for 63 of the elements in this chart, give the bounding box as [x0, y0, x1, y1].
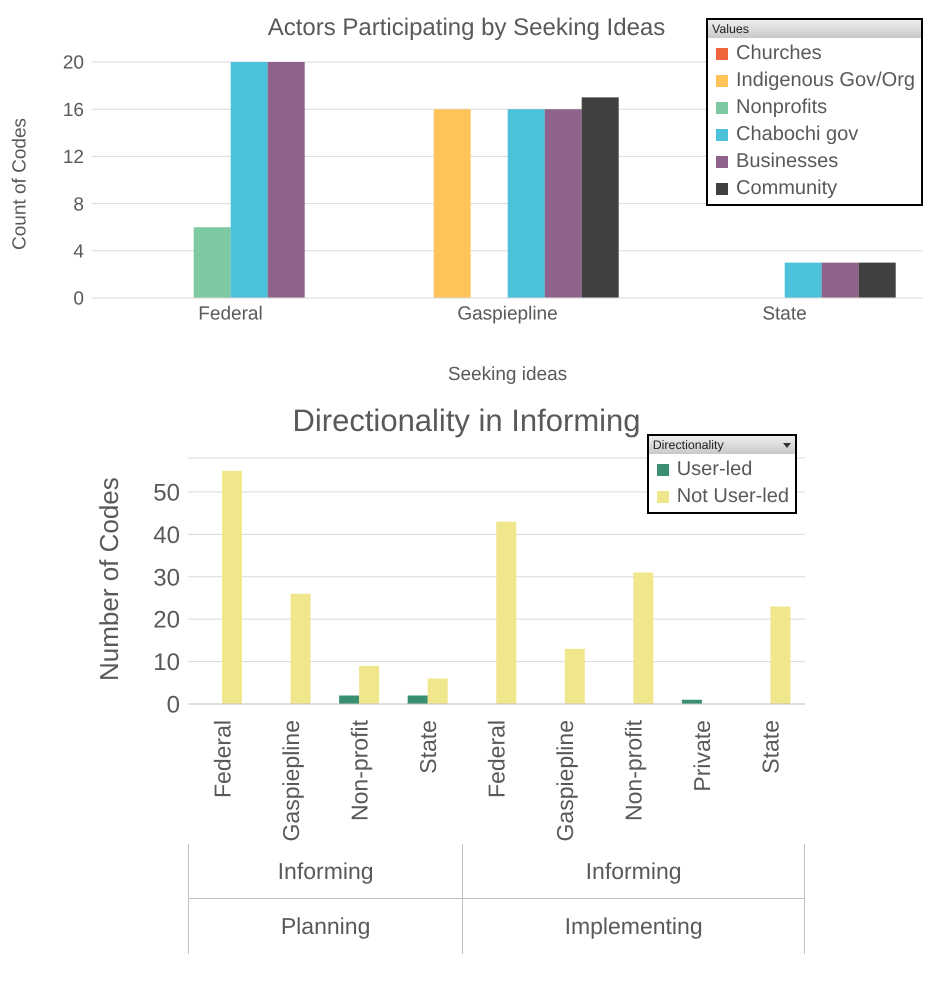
bar: [858, 262, 896, 298]
bar: [770, 606, 790, 704]
legend-label: Community: [736, 176, 838, 201]
bar: [582, 97, 619, 298]
chart-title: Actors Participating by Seeking Ideas: [268, 14, 666, 41]
y-tick-label: 0: [166, 692, 180, 719]
y-tick-label: 10: [153, 649, 180, 676]
x-tick-label: Non-profit: [346, 719, 372, 821]
x-tick-label: Gaspiepline: [457, 303, 558, 324]
legend-label: Nonprofits: [736, 95, 828, 120]
text: Informing: [189, 844, 462, 899]
bar: [564, 648, 585, 704]
x-tick-label: Non-profit: [620, 719, 647, 821]
x-axis-title: Seeking ideas: [448, 364, 568, 385]
bar: [434, 109, 471, 298]
x-tick-label: State: [414, 720, 441, 774]
bar: [268, 62, 305, 298]
text: Planning: [280, 912, 372, 941]
bar: [508, 109, 545, 298]
x-tick-label: Gaspiepline: [278, 720, 304, 842]
bar: [408, 696, 428, 704]
y-tick-label: 30: [153, 564, 180, 592]
y-tick-label: 8: [73, 194, 84, 216]
y-tick-label: 0: [73, 288, 84, 310]
x-tick-label: State: [762, 303, 807, 324]
text: Implementing: [564, 912, 704, 941]
x-tick-label: Federal: [198, 303, 263, 324]
legend-label: Indigenous Gov/Org: [736, 68, 915, 93]
x-tick-label: Federal: [209, 720, 236, 798]
y-tick-label: 16: [62, 100, 84, 121]
legend-label: Churches: [736, 41, 822, 66]
bar: [339, 696, 360, 704]
bar: [633, 572, 654, 704]
bar: [784, 262, 822, 298]
bar: [544, 109, 582, 298]
y-tick-label: 12: [62, 147, 84, 168]
y-tick-label: 50: [153, 479, 180, 506]
legend-label: User-led: [676, 457, 752, 482]
bar: [428, 678, 448, 704]
x-tick-label: State: [758, 720, 784, 774]
y-tick-label: 20: [153, 606, 180, 634]
x-tick-label: Federal: [484, 720, 510, 798]
bar: [359, 666, 380, 704]
y-tick-label: 4: [73, 242, 84, 263]
bar: [290, 594, 311, 704]
bar: [496, 522, 516, 704]
bar: [230, 62, 268, 298]
legend-label: Chabochi gov: [736, 122, 858, 147]
x-tick-label: Gaspiepline: [552, 720, 578, 842]
bar: [194, 227, 231, 298]
y-axis-title: Number of Codes: [94, 477, 124, 681]
y-tick-label: 20: [62, 52, 84, 74]
legend-title: Values: [712, 22, 749, 36]
legend-title: Directionality: [652, 438, 724, 452]
bar: [822, 262, 859, 298]
chart-title: Directionality in Informing: [292, 403, 641, 438]
bar: [222, 470, 242, 704]
x-tick-label: Private: [689, 720, 716, 792]
text: Informing: [463, 844, 804, 899]
y-tick-label: 40: [153, 522, 180, 549]
legend-label: Businesses: [736, 149, 838, 174]
legend-label: Not User-led: [676, 484, 789, 509]
y-axis-title: Count of Codes: [10, 118, 31, 250]
